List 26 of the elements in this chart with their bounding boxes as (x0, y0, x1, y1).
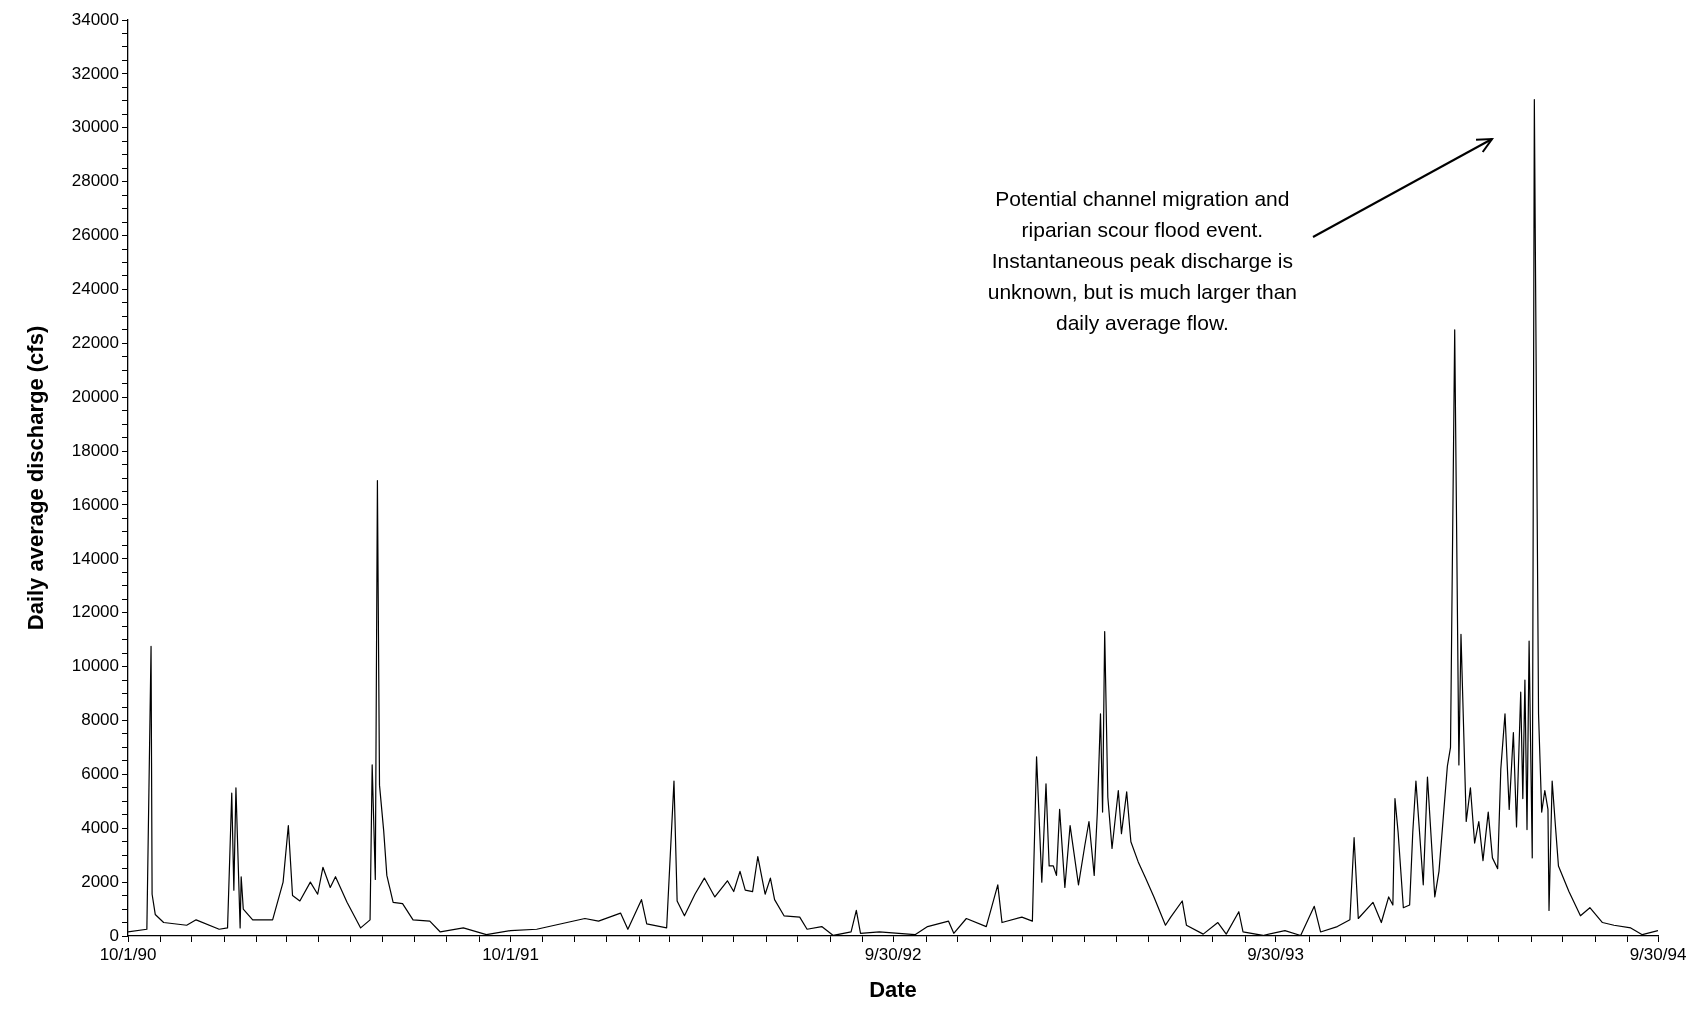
y-axis-title: Daily average discharge (cfs) (23, 325, 49, 631)
y-tick-label: 30000 (71, 117, 119, 137)
y-tick-label: 10000 (71, 656, 119, 676)
y-tick-label: 2000 (81, 871, 119, 891)
y-tick-label: 4000 (81, 817, 119, 837)
y-tick-label: 24000 (71, 279, 119, 299)
y-tick-label: 32000 (71, 63, 119, 83)
y-tick-label: 20000 (71, 386, 119, 406)
y-tick-label: 8000 (81, 710, 119, 730)
y-tick-label: 14000 (71, 548, 119, 568)
x-tick-label: 9/30/93 (1247, 944, 1304, 964)
x-tick-label: 9/30/92 (864, 944, 922, 964)
y-tick-label: 6000 (81, 764, 119, 784)
x-axis-title: Date (869, 976, 917, 1002)
x-tick-label: 10/1/90 (99, 944, 157, 964)
x-tick-label: 9/30/94 (1629, 944, 1687, 964)
y-tick-label: 16000 (71, 494, 119, 514)
y-tick-label: 26000 (71, 225, 119, 245)
y-tick-label: 18000 (71, 440, 119, 460)
y-tick-label: 22000 (71, 332, 119, 352)
y-tick-label: 28000 (71, 171, 119, 191)
annotation: Potential channel migration and riparian scour flood event. Instantaneous peak discharge is unknown, but is much larger than daily average flow. (987, 186, 1298, 337)
y-tick-label: 34000 (71, 9, 119, 29)
x-tick-label: 10/1/91 (482, 944, 539, 964)
y-tick-label: 0 (109, 925, 119, 945)
y-tick-label: 12000 (71, 602, 119, 622)
